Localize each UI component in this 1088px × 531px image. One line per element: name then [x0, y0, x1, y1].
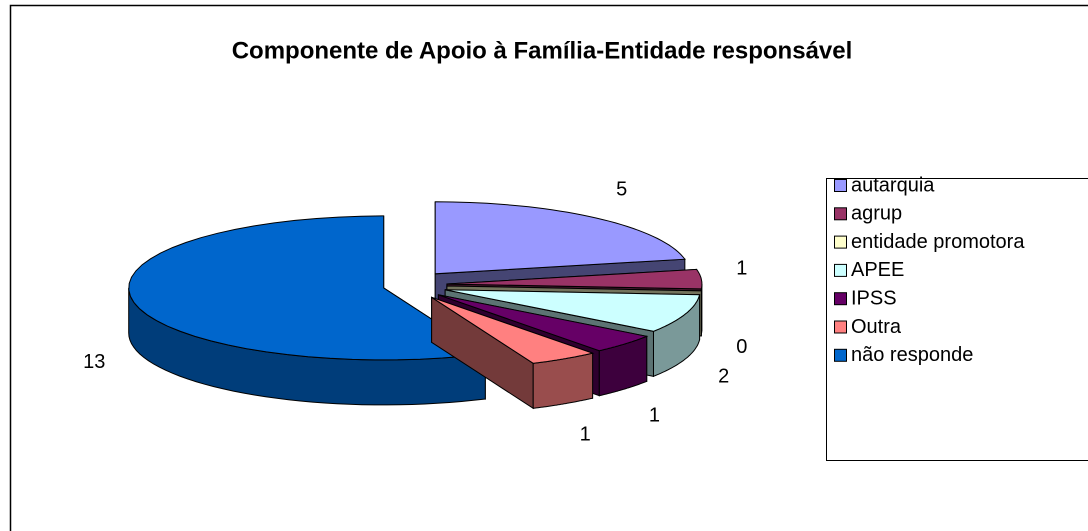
- legend-swatch: [834, 207, 847, 221]
- slice-top: [446, 268, 703, 290]
- legend-label: agrup: [851, 203, 902, 225]
- slice-top: [431, 296, 595, 364]
- data-label: 5: [616, 179, 627, 201]
- slice-top: [434, 201, 686, 275]
- slice-top: [128, 215, 487, 361]
- data-label: 1: [649, 404, 660, 426]
- legend-swatch: [834, 320, 847, 334]
- legend-label: Outra: [851, 316, 902, 338]
- chart-title: Componente de Apoio à Família-Entidade r…: [232, 37, 853, 64]
- slice-top: [438, 294, 649, 352]
- legend-swatch: [834, 348, 847, 362]
- legend-label: autarquia: [851, 174, 935, 196]
- legend-label: não responde: [851, 344, 973, 366]
- data-label: 1: [736, 258, 747, 280]
- legend-label: APEE: [851, 259, 904, 281]
- pie-slice: [431, 296, 595, 410]
- data-label: 0: [736, 336, 747, 358]
- legend-box: [826, 178, 1088, 461]
- legend-swatch: [834, 179, 847, 192]
- legend-swatch: [834, 292, 847, 306]
- legend-swatch: [834, 263, 847, 277]
- data-label: 1: [580, 424, 591, 446]
- legend-swatch: [834, 235, 847, 249]
- slice-top: [445, 289, 701, 332]
- legend-label: IPSS: [851, 287, 897, 309]
- data-label: 13: [83, 351, 105, 373]
- data-label: 2: [718, 366, 729, 388]
- legend-label: entidade promotora: [851, 231, 1025, 253]
